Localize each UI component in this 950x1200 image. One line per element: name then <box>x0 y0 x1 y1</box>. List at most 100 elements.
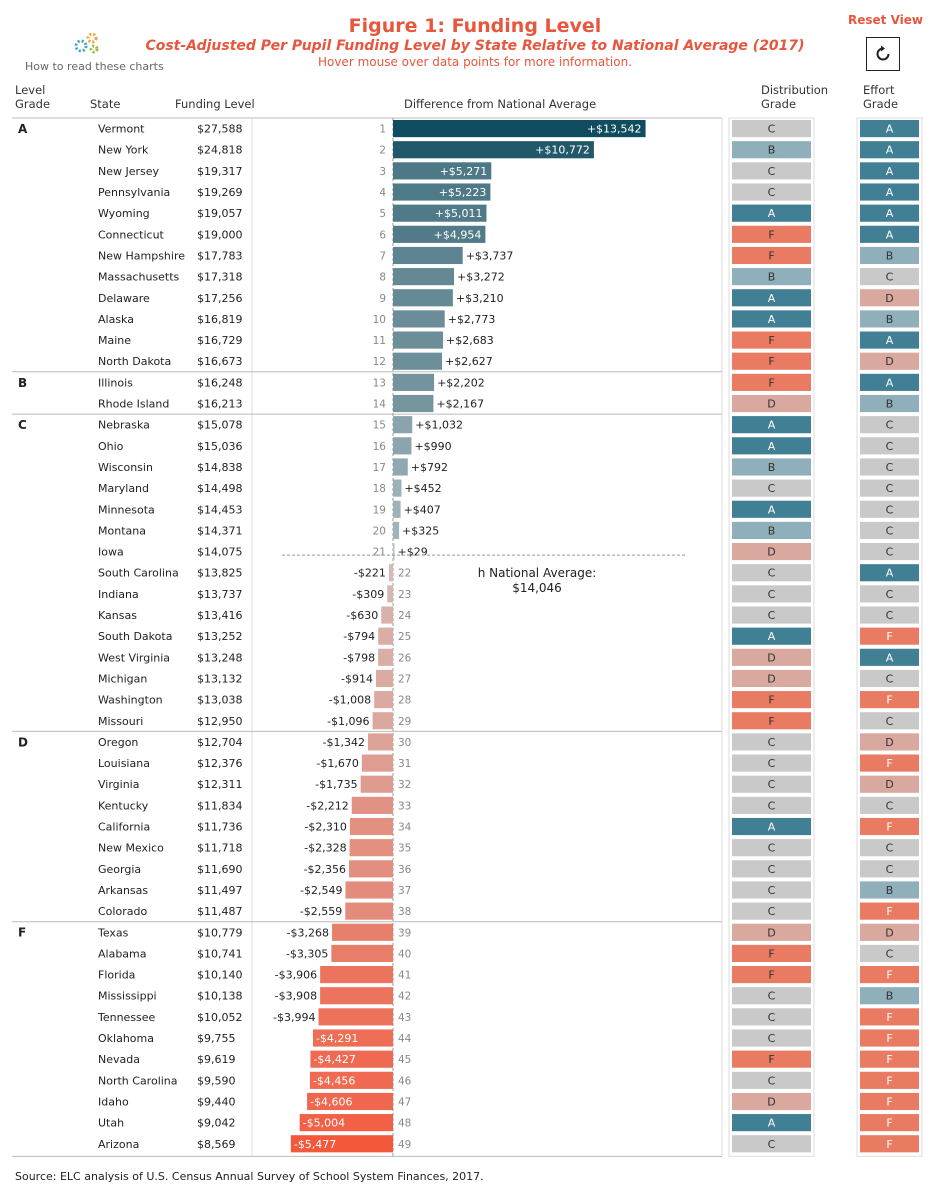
distribution-grade-cell[interactable] <box>732 289 811 307</box>
state-name[interactable]: Illinois <box>98 376 133 389</box>
distribution-grade-cell[interactable] <box>732 1029 811 1047</box>
effort-grade-cell[interactable] <box>860 268 919 286</box>
distribution-grade-cell[interactable] <box>732 585 811 603</box>
bar[interactable] <box>387 585 393 603</box>
bar[interactable] <box>312 1029 393 1047</box>
bar[interactable] <box>345 881 393 899</box>
bar[interactable] <box>307 1092 393 1111</box>
state-name[interactable]: Oregon <box>98 736 138 749</box>
bar[interactable] <box>393 416 413 434</box>
bar[interactable] <box>393 120 646 138</box>
distribution-grade-cell[interactable] <box>732 1135 811 1153</box>
effort-grade-cell[interactable] <box>860 437 919 455</box>
effort-grade-cell[interactable] <box>860 1008 919 1026</box>
bar[interactable] <box>393 394 434 413</box>
bar[interactable] <box>388 564 393 582</box>
distribution-grade-cell[interactable] <box>732 352 811 370</box>
how-to-read-link[interactable]: How to read these charts <box>25 60 164 73</box>
state-name[interactable]: New Hampshire <box>98 249 185 262</box>
distribution-grade-cell[interactable] <box>732 754 811 772</box>
effort-grade-cell[interactable] <box>860 860 919 878</box>
state-name[interactable]: Nebraska <box>98 419 150 432</box>
effort-grade-cell[interactable] <box>860 543 919 561</box>
state-name[interactable]: Michigan <box>98 672 147 685</box>
bar[interactable] <box>393 458 408 476</box>
distribution-grade-cell[interactable] <box>732 691 811 709</box>
effort-grade-cell[interactable] <box>860 564 919 582</box>
effort-grade-cell[interactable] <box>860 902 919 920</box>
distribution-grade-cell[interactable] <box>732 881 811 899</box>
effort-grade-cell[interactable] <box>860 627 919 645</box>
distribution-grade-cell[interactable] <box>732 458 811 476</box>
bar[interactable] <box>393 500 401 518</box>
bar[interactable] <box>375 669 393 688</box>
state-name[interactable]: Washington <box>98 694 163 707</box>
effort-grade-cell[interactable] <box>860 394 919 413</box>
effort-grade-cell[interactable] <box>860 1114 919 1132</box>
bar[interactable] <box>299 1114 393 1132</box>
state-name[interactable]: South Dakota <box>98 630 172 643</box>
effort-grade-cell[interactable] <box>860 225 919 243</box>
effort-grade-cell[interactable] <box>860 1050 919 1068</box>
distribution-grade-cell[interactable] <box>732 775 811 793</box>
bar[interactable] <box>345 902 393 920</box>
state-name[interactable]: Alaska <box>98 313 134 326</box>
state-name[interactable]: West Virginia <box>98 651 170 664</box>
distribution-grade-cell[interactable] <box>732 1050 811 1068</box>
bar[interactable] <box>393 183 491 201</box>
bar[interactable] <box>374 691 393 709</box>
bar[interactable] <box>393 268 455 286</box>
distribution-grade-cell[interactable] <box>732 437 811 455</box>
state-name[interactable]: Texas <box>97 926 129 939</box>
state-name[interactable]: New Mexico <box>98 842 164 855</box>
bar[interactable] <box>332 923 393 941</box>
effort-grade-cell[interactable] <box>860 754 919 772</box>
state-name[interactable]: New Jersey <box>98 165 160 178</box>
state-name[interactable]: Arkansas <box>98 884 148 897</box>
state-name[interactable]: Wyoming <box>98 207 150 220</box>
effort-grade-cell[interactable] <box>860 648 919 666</box>
bar[interactable] <box>393 373 435 391</box>
effort-grade-cell[interactable] <box>860 733 919 751</box>
effort-grade-cell[interactable] <box>860 817 919 836</box>
bar[interactable] <box>351 796 393 814</box>
effort-grade-cell[interactable] <box>860 796 919 814</box>
state-name[interactable]: Nevada <box>98 1053 140 1066</box>
effort-grade-cell[interactable] <box>860 944 919 962</box>
distribution-grade-cell[interactable] <box>732 543 811 561</box>
state-name[interactable]: Mississippi <box>98 990 157 1003</box>
effort-grade-cell[interactable] <box>860 162 919 180</box>
state-name[interactable]: Pennsylvania <box>98 186 170 199</box>
state-name[interactable]: Florida <box>98 969 135 982</box>
distribution-grade-cell[interactable] <box>732 310 811 328</box>
bar[interactable] <box>393 310 445 328</box>
bar[interactable] <box>393 331 444 349</box>
state-name[interactable]: Oklahoma <box>98 1032 154 1045</box>
distribution-grade-cell[interactable] <box>732 183 811 201</box>
bar[interactable] <box>349 817 393 836</box>
state-name[interactable]: Wisconsin <box>98 461 153 474</box>
bar[interactable] <box>372 712 393 730</box>
distribution-grade-cell[interactable] <box>732 796 811 814</box>
effort-grade-cell[interactable] <box>860 310 919 328</box>
distribution-grade-cell[interactable] <box>732 902 811 920</box>
effort-grade-cell[interactable] <box>860 1029 919 1047</box>
distribution-grade-cell[interactable] <box>732 1071 811 1089</box>
effort-grade-cell[interactable] <box>860 987 919 1005</box>
distribution-grade-cell[interactable] <box>732 246 811 265</box>
bar[interactable] <box>349 860 393 878</box>
state-name[interactable]: Kentucky <box>98 799 149 812</box>
bar[interactable] <box>393 225 486 243</box>
state-name[interactable]: Virginia <box>98 778 139 791</box>
effort-grade-cell[interactable] <box>860 331 919 349</box>
bar[interactable] <box>393 543 395 561</box>
state-name[interactable]: Massachusetts <box>98 271 180 284</box>
effort-grade-cell[interactable] <box>860 416 919 434</box>
bar[interactable] <box>393 437 412 455</box>
bar[interactable] <box>320 987 393 1005</box>
distribution-grade-cell[interactable] <box>732 268 811 286</box>
effort-grade-cell[interactable] <box>860 881 919 899</box>
state-name[interactable]: Idaho <box>98 1095 129 1108</box>
effort-grade-cell[interactable] <box>860 183 919 201</box>
state-name[interactable]: Iowa <box>98 546 124 559</box>
